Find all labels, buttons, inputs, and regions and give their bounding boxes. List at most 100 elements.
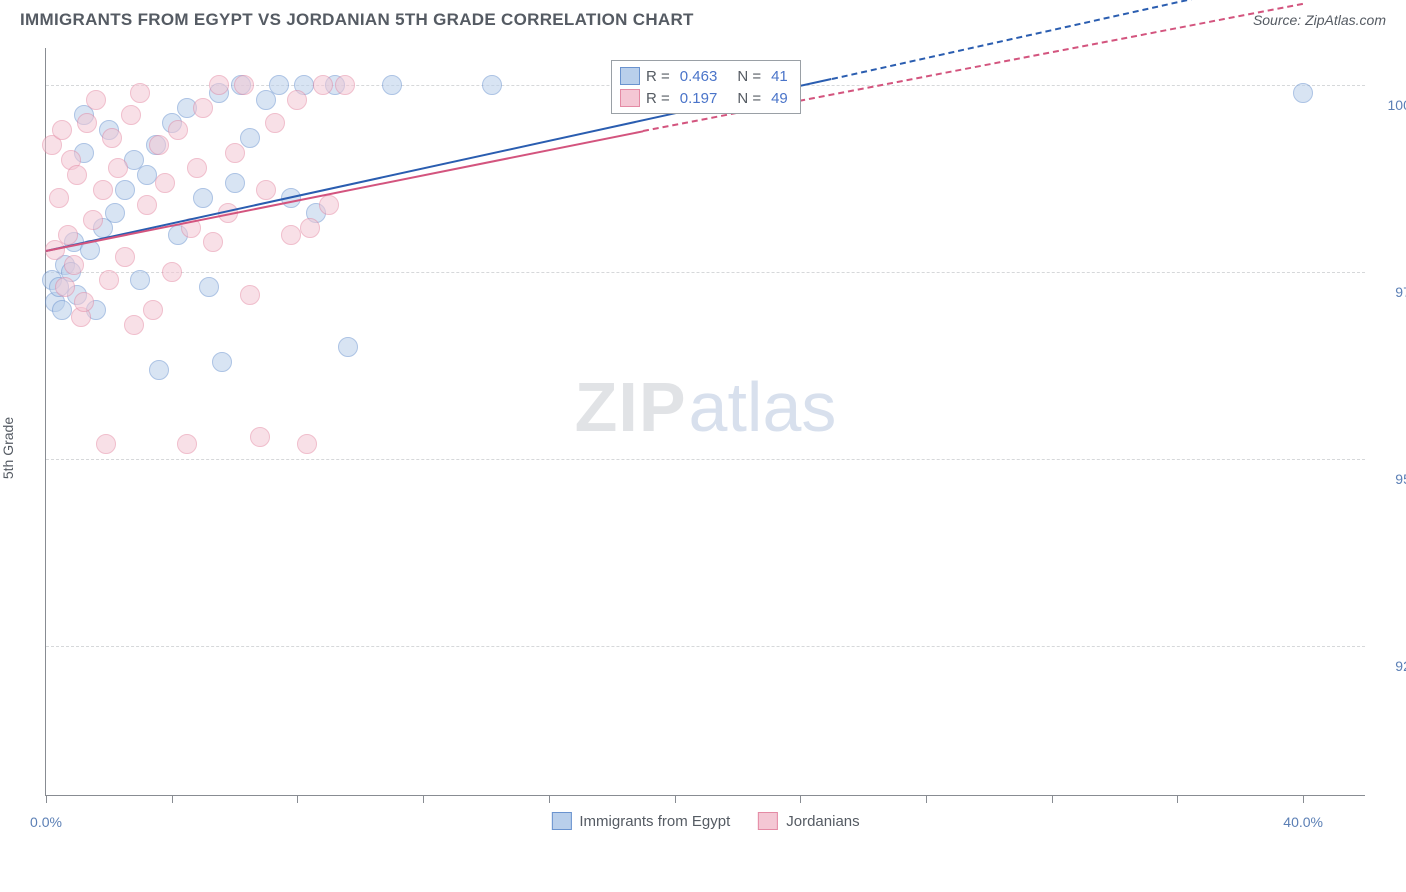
y-tick-label: 95.0%: [1395, 471, 1406, 487]
data-point-jordan: [234, 75, 254, 95]
x-tick-label: 0.0%: [30, 814, 62, 830]
x-tick: [1052, 795, 1053, 803]
data-point-jordan: [77, 113, 97, 133]
data-point-jordan: [155, 173, 175, 193]
data-point-egypt: [482, 75, 502, 95]
legend-swatch-jordan: [620, 89, 640, 107]
y-tick-label: 97.5%: [1395, 284, 1406, 300]
data-point-jordan: [124, 315, 144, 335]
legend-r-label: R =: [646, 90, 670, 107]
data-point-jordan: [256, 180, 276, 200]
data-point-jordan: [93, 180, 113, 200]
data-point-egypt: [1293, 83, 1313, 103]
x-tick: [549, 795, 550, 803]
gridline: [46, 272, 1365, 273]
data-point-jordan: [52, 120, 72, 140]
chart-title: IMMIGRANTS FROM EGYPT VS JORDANIAN 5TH G…: [20, 10, 694, 30]
legend-label-egypt: Immigrants from Egypt: [579, 813, 730, 830]
data-point-jordan: [99, 270, 119, 290]
watermark: ZIPatlas: [575, 367, 837, 447]
data-point-egypt: [130, 270, 150, 290]
data-point-egypt: [199, 277, 219, 297]
data-point-egypt: [105, 203, 125, 223]
data-point-jordan: [177, 434, 197, 454]
x-tick: [172, 795, 173, 803]
data-point-jordan: [250, 427, 270, 447]
chart-area: 5th Grade ZIPatlas 92.5%95.0%97.5%100.0%…: [0, 38, 1406, 858]
legend-n-label: N =: [737, 68, 761, 85]
legend-stats-row-jordan: R = 0.197 N = 49: [620, 87, 792, 109]
data-point-egypt: [269, 75, 289, 95]
source-prefix: Source:: [1253, 12, 1305, 28]
data-point-jordan: [108, 158, 128, 178]
legend-item-egypt: Immigrants from Egypt: [551, 812, 730, 830]
data-point-jordan: [102, 128, 122, 148]
data-point-jordan: [49, 188, 69, 208]
chart-source: Source: ZipAtlas.com: [1253, 12, 1386, 28]
y-tick-label: 100.0%: [1388, 97, 1406, 113]
data-point-jordan: [187, 158, 207, 178]
x-tick: [423, 795, 424, 803]
data-point-jordan: [55, 277, 75, 297]
gridline: [46, 459, 1365, 460]
y-tick-label: 92.5%: [1395, 658, 1406, 674]
data-point-egypt: [193, 188, 213, 208]
legend-n-value-jordan: 49: [771, 90, 788, 107]
data-point-jordan: [149, 135, 169, 155]
data-point-egypt: [52, 300, 72, 320]
data-point-egypt: [137, 165, 157, 185]
data-point-jordan: [240, 285, 260, 305]
legend-swatch-egypt: [551, 812, 571, 830]
legend-swatch-jordan: [758, 812, 778, 830]
data-point-jordan: [130, 83, 150, 103]
legend-swatch-egypt: [620, 67, 640, 85]
legend-r-label: R =: [646, 68, 670, 85]
legend-n-label: N =: [737, 90, 761, 107]
data-point-jordan: [297, 434, 317, 454]
x-tick: [1303, 795, 1304, 803]
data-point-egypt: [382, 75, 402, 95]
legend-stats-row-egypt: R =0.463N =41: [620, 65, 792, 87]
x-tick: [926, 795, 927, 803]
data-point-jordan: [137, 195, 157, 215]
source-name: ZipAtlas.com: [1305, 12, 1386, 28]
data-point-egypt: [149, 360, 169, 380]
data-point-jordan: [162, 262, 182, 282]
data-point-jordan: [209, 75, 229, 95]
data-point-egypt: [212, 352, 232, 372]
data-point-jordan: [67, 165, 87, 185]
data-point-jordan: [83, 210, 103, 230]
data-point-jordan: [313, 75, 333, 95]
data-point-jordan: [319, 195, 339, 215]
legend-bottom: Immigrants from Egypt Jordanians: [551, 812, 859, 830]
x-tick: [675, 795, 676, 803]
watermark-zip: ZIP: [575, 367, 687, 447]
legend-stats: R =0.463N =41R =0.197N =49: [611, 60, 801, 114]
legend-label-jordan: Jordanians: [786, 813, 859, 830]
legend-r-value-jordan: 0.197: [680, 90, 718, 107]
data-point-egypt: [115, 180, 135, 200]
data-point-jordan: [115, 247, 135, 267]
x-tick: [800, 795, 801, 803]
data-point-jordan: [225, 143, 245, 163]
data-point-egypt: [240, 128, 260, 148]
legend-item-jordan: Jordanians: [758, 812, 859, 830]
x-tick: [1177, 795, 1178, 803]
data-point-jordan: [193, 98, 213, 118]
data-point-jordan: [168, 120, 188, 140]
data-point-jordan: [74, 292, 94, 312]
trendline-jordan: [46, 130, 644, 252]
chart-header: IMMIGRANTS FROM EGYPT VS JORDANIAN 5TH G…: [0, 0, 1406, 38]
watermark-atlas: atlas: [689, 367, 837, 447]
data-point-egypt: [225, 173, 245, 193]
data-point-jordan: [281, 225, 301, 245]
data-point-jordan: [64, 255, 84, 275]
data-point-jordan: [143, 300, 163, 320]
x-tick-label: 40.0%: [1283, 814, 1323, 830]
x-tick: [297, 795, 298, 803]
x-tick: [46, 795, 47, 803]
data-point-egypt: [338, 337, 358, 357]
data-point-jordan: [287, 90, 307, 110]
data-point-jordan: [96, 434, 116, 454]
data-point-jordan: [58, 225, 78, 245]
